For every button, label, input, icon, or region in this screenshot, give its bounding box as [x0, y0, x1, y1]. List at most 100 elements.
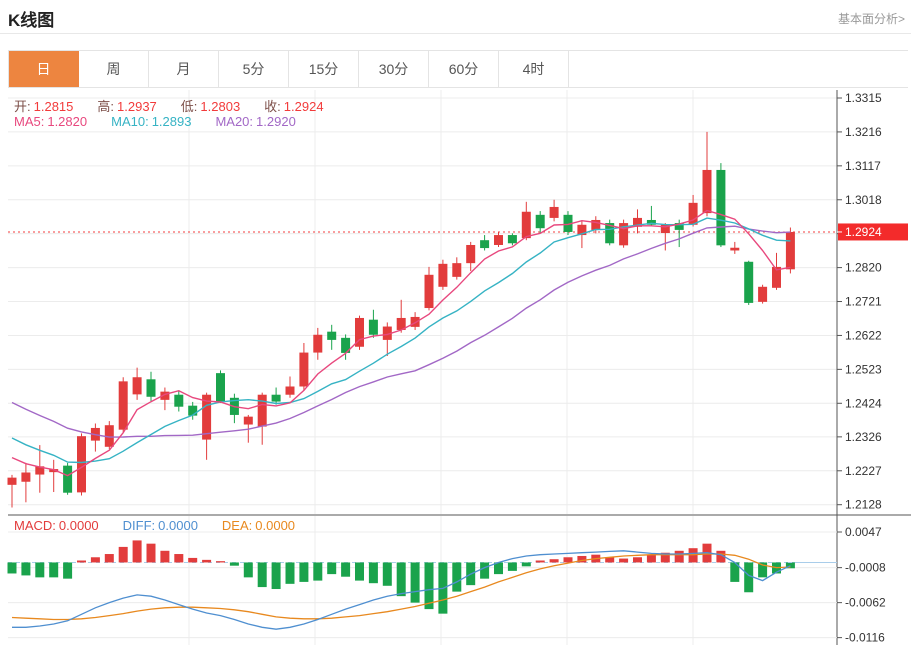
ma5-legend-value: 1.2820 [47, 114, 88, 129]
ma10-legend-value: 1.2893 [151, 114, 192, 129]
macd-bar [633, 557, 642, 563]
candle-body [174, 394, 184, 407]
ohlc-low: 低: 1.2803 [181, 99, 240, 114]
tab-30min[interactable]: 30分 [359, 51, 429, 87]
macd-bar [271, 562, 281, 590]
macd-bar [355, 562, 364, 581]
ma20-line [11, 225, 791, 438]
macd-bar [744, 562, 754, 593]
candle-body [132, 377, 142, 395]
candle-body [702, 169, 712, 214]
macd-bar [730, 562, 740, 582]
ohlc-legend: 开: 1.2815 高: 1.2937 低: 1.2803 收: 1.2924 [14, 96, 348, 115]
dea-value: DEA: 0.0000 [222, 518, 295, 533]
diff-value-label: DIFF: [122, 518, 156, 533]
macd-bar [674, 550, 684, 563]
tab-60min[interactable]: 60分 [429, 51, 499, 87]
ohlc-low-value: 1.2803 [200, 99, 241, 114]
ohlc-low-label: 低: [180, 99, 198, 114]
candle-body [7, 477, 17, 485]
ohlc-close: 收: 1.2924 [264, 99, 323, 114]
macd-bar [341, 562, 351, 577]
tab-week[interactable]: 周 [79, 51, 149, 87]
ma20-legend-value: 1.2920 [256, 114, 296, 129]
macd-bar [480, 562, 490, 579]
ohlc-open-label: 开: [14, 99, 31, 114]
candles-layer [7, 131, 795, 508]
candle-body [521, 211, 531, 239]
ohlc-high: 高: 1.2937 [97, 99, 156, 114]
macd-axis-label: -0.0062 [845, 596, 886, 610]
macd-bar [7, 562, 17, 574]
macd-bar [382, 562, 392, 586]
macd-bar [118, 546, 128, 563]
candle-body [480, 240, 490, 249]
last-price-tag [838, 223, 908, 241]
candle-body [410, 316, 420, 327]
candle-body [730, 247, 740, 251]
candle-body [507, 235, 517, 244]
macd-bar [160, 550, 170, 563]
macd-bar [716, 550, 726, 563]
macd-bar [90, 557, 100, 563]
macd-bar [257, 562, 267, 588]
period-tabbar: 日周月 5分 15分 30分 60分 4时 [8, 50, 908, 88]
candle-body [646, 219, 656, 225]
ma5-line [11, 209, 791, 477]
macd-bar [410, 562, 420, 603]
macd-bar [146, 543, 156, 563]
tab-5min[interactable]: 5分 [219, 51, 289, 87]
candle-body [660, 224, 670, 233]
candle-body [77, 436, 86, 493]
price-axis-label: 1.2227 [845, 464, 882, 478]
ohlc-high-value: 1.2937 [117, 99, 157, 114]
macd-bar [494, 562, 503, 575]
macd-bar [758, 562, 768, 578]
candle-body [355, 317, 364, 347]
macd-bar [77, 560, 86, 563]
tab-4hour[interactable]: 4时 [499, 51, 569, 87]
candle-body [382, 326, 392, 340]
tab-day[interactable]: 日 [9, 51, 79, 87]
macd-bar [49, 562, 59, 578]
candle-body [285, 386, 295, 395]
diff-value-value: 0.0000 [158, 518, 198, 533]
price-axis-label: 1.3018 [845, 193, 882, 207]
tab-month[interactable]: 月 [149, 51, 219, 87]
macd-axis-label: -0.0008 [845, 561, 886, 575]
candle-body [146, 379, 156, 397]
macd-bar [785, 562, 795, 569]
candle-body [271, 394, 281, 402]
macd-bar [619, 558, 629, 563]
candle-body [160, 391, 170, 400]
ma20-legend-label: MA20: [215, 114, 254, 129]
candle-body [35, 466, 45, 475]
candle-body [466, 244, 476, 264]
candle-body [243, 416, 253, 425]
ma5-legend: MA5: 1.2820 [14, 114, 87, 129]
candle-body [202, 394, 212, 440]
candle-body [21, 472, 31, 482]
price-axis-label: 1.2424 [845, 396, 882, 410]
macd-bar [396, 562, 406, 597]
candle-body [674, 223, 684, 230]
macd-bar [63, 562, 73, 579]
candle-body [438, 263, 448, 287]
candle-body [49, 469, 59, 473]
kline-chart[interactable]: 1.3315 1.3216 1.3117 1.3018 1.2820 1.2721 1.26… [0, 90, 911, 645]
macd-bar [299, 562, 309, 582]
price-axis-label: 1.2820 [845, 261, 882, 275]
macd-bar [174, 554, 184, 563]
macd-bar [535, 560, 545, 563]
candle-body [633, 217, 642, 227]
fundamental-analysis-link[interactable]: 基本面分析> [837, 12, 905, 26]
candle-body [341, 337, 351, 353]
price-axis-label: 1.2326 [845, 430, 882, 444]
last-price-tag-value: 1.2924 [845, 225, 882, 239]
candle-body [785, 231, 795, 270]
dea-value-value: 0.0000 [255, 518, 296, 533]
tab-15min[interactable]: 15分 [289, 51, 359, 87]
candle-body [563, 214, 573, 232]
price-axis-label: 1.3117 [845, 159, 881, 173]
candle-body [772, 266, 781, 288]
